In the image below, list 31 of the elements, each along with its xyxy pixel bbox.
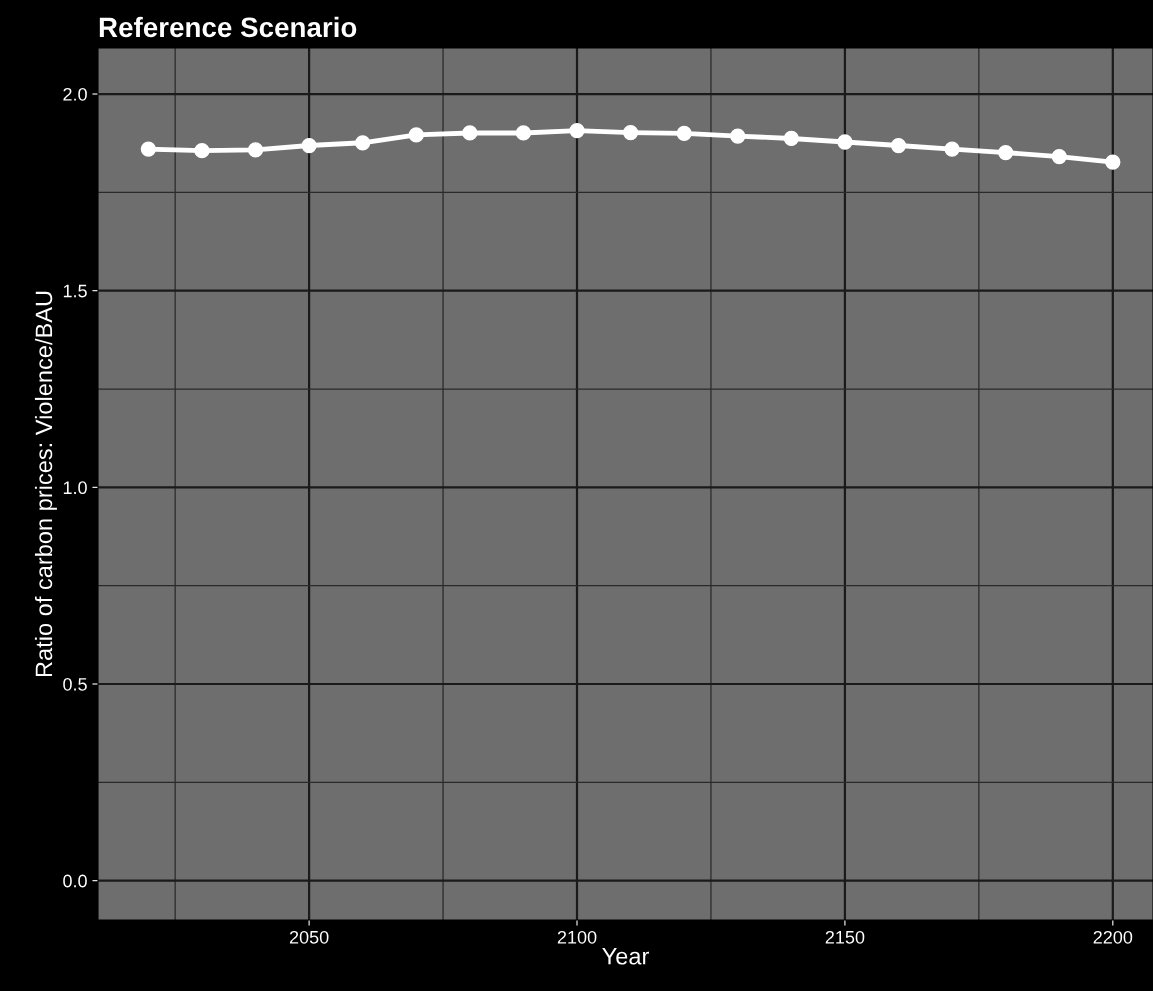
x-tick-label: 2050 [289,930,329,944]
y-tick-label: 0.5 [63,677,87,691]
point [783,130,799,147]
point [194,143,210,159]
chart-title: Reference Scenario [99,16,357,38]
point [569,122,585,139]
point [247,142,264,158]
y-tick-label: 1.5 [63,284,87,298]
x-tick-label: 2100 [557,930,597,944]
point [676,125,692,141]
y-tick-label: 2.0 [63,87,87,101]
point [730,128,746,144]
point [355,135,371,151]
point [837,134,853,150]
point [944,141,960,157]
x-tick-label: 2200 [1093,930,1133,944]
point [408,127,424,143]
point [622,124,639,141]
point [462,125,478,141]
point [890,137,907,154]
x-axis-title: Year [602,948,649,965]
point [301,137,317,154]
y-axis-title: Ratio of carbon prices: Violence/BAU [34,291,57,677]
point [1105,154,1121,170]
point [515,125,532,141]
x-tick-label: 2150 [825,930,865,944]
y-tick-label: 0.0 [63,874,87,888]
point [998,144,1014,161]
point [1051,148,1067,165]
y-tick-label: 1.0 [63,481,87,495]
point [140,141,157,157]
